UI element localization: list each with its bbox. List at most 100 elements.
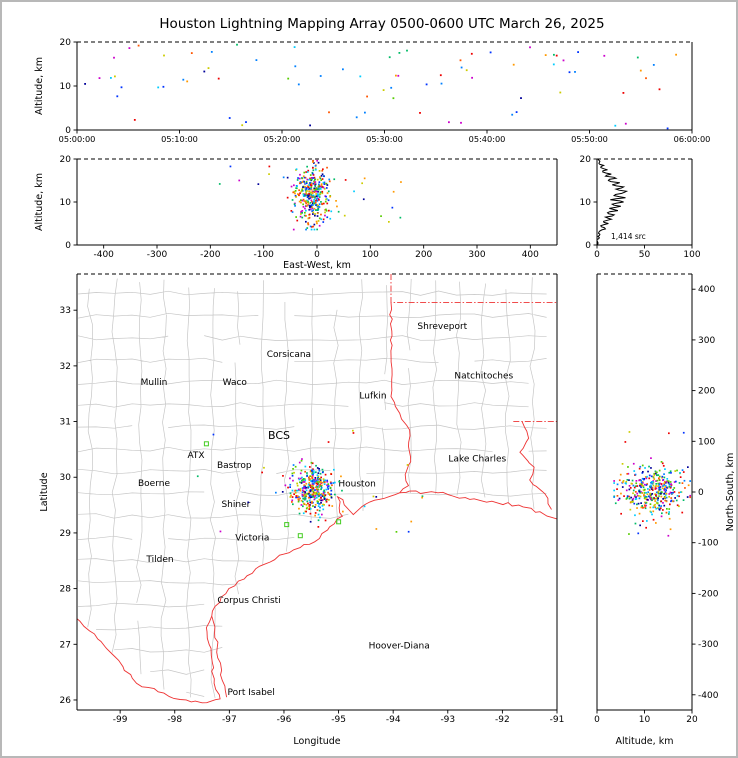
map-label-port-isabel: Port Isabel	[228, 688, 275, 698]
state-borders	[77, 274, 557, 704]
svg-text:05:40:00: 05:40:00	[469, 134, 506, 144]
ew-panel-ylabel: Altitude, km	[34, 173, 45, 231]
map-label-shiner: Shiner	[221, 500, 250, 510]
svg-text:05:30:00: 05:30:00	[366, 134, 403, 144]
svg-text:30: 30	[60, 473, 72, 483]
svg-text:0: 0	[314, 250, 320, 260]
svg-text:05:50:00: 05:50:00	[571, 134, 608, 144]
map-label-bastrop: Bastrop	[217, 461, 252, 471]
svg-text:-95: -95	[331, 715, 346, 725]
svg-text:100: 100	[362, 250, 379, 260]
map-label-corpus-christi: Corpus Christi	[217, 596, 280, 606]
svg-text:200: 200	[415, 250, 432, 260]
svg-text:-92: -92	[495, 715, 510, 725]
svg-text:05:00:00: 05:00:00	[59, 134, 96, 144]
map-ylabel: Latitude	[39, 472, 50, 511]
svg-text:-91: -91	[550, 715, 565, 725]
map-label-corsicana: Corsicana	[267, 350, 311, 360]
svg-text:27: 27	[60, 640, 71, 650]
map-city-labels: Shreveport Corsicana Waco Mullin Lufkin Natch…	[138, 322, 514, 698]
svg-text:33: 33	[60, 306, 71, 316]
ns-panel-ylabel: North-South, km	[725, 453, 736, 531]
svg-text:-94: -94	[386, 715, 401, 725]
svg-text:0: 0	[65, 126, 71, 136]
svg-text:05:10:00: 05:10:00	[161, 134, 198, 144]
svg-text:31: 31	[60, 418, 71, 428]
map-xlabel: Longitude	[293, 736, 340, 747]
map-label-lake-charles: Lake Charles	[448, 455, 506, 465]
svg-text:-200: -200	[698, 589, 719, 599]
svg-text:20: 20	[686, 715, 698, 725]
svg-text:05:20:00: 05:20:00	[264, 134, 301, 144]
source-count-label: 1,414 src	[611, 232, 646, 241]
svg-text:-100: -100	[698, 539, 719, 549]
border-barrier-island	[211, 616, 228, 698]
svg-text:06:00:00: 06:00:00	[674, 134, 711, 144]
map-label-victoria: Victoria	[235, 534, 269, 544]
svg-text:50: 50	[639, 250, 651, 260]
ew-panel-xlabel: East-West, km	[283, 260, 351, 271]
svg-text:200: 200	[698, 387, 715, 397]
svg-text:100: 100	[698, 437, 715, 447]
map-label-boerne: Boerne	[138, 479, 170, 489]
map-label-lufkin: Lufkin	[359, 392, 386, 402]
county-boundaries	[78, 277, 547, 698]
lma-stations	[203, 441, 342, 539]
svg-text:10: 10	[580, 198, 592, 208]
svg-text:32: 32	[60, 362, 71, 372]
svg-text:300: 300	[468, 250, 485, 260]
border-texas-louisiana-sabine	[389, 302, 412, 494]
svg-text:10: 10	[60, 82, 72, 92]
svg-text:20: 20	[580, 155, 592, 165]
svg-text:20: 20	[60, 155, 72, 165]
map-label-houston: Houston	[338, 480, 375, 490]
svg-text:-300: -300	[147, 250, 168, 260]
map-label-waco: Waco	[223, 378, 248, 388]
map-label-natchitoches: Natchitoches	[454, 372, 513, 382]
svg-text:100: 100	[683, 250, 700, 260]
svg-text:10: 10	[60, 198, 72, 208]
altitude-histogram-panel: 1,414 src	[596, 158, 646, 246]
station-marker	[284, 522, 290, 528]
map-content: Shreveport Corsicana Waco Mullin Lufkin Natch…	[77, 274, 557, 704]
border-gulf-coast-rio-grande	[77, 490, 557, 704]
figure-title: Houston Lightning Mapping Array 0500-060…	[159, 16, 604, 32]
svg-text:-99: -99	[113, 715, 128, 725]
station-marker	[336, 519, 342, 525]
svg-text:-93: -93	[440, 715, 455, 725]
svg-text:-98: -98	[167, 715, 182, 725]
ew-points	[218, 159, 402, 231]
svg-text:-100: -100	[253, 250, 274, 260]
svg-text:0: 0	[594, 250, 600, 260]
svg-text:0: 0	[594, 715, 600, 725]
map-label-hoover-diana: Hoover-Diana	[369, 642, 430, 652]
svg-text:-400: -400	[93, 250, 114, 260]
map-label-bcs: BCS	[268, 429, 290, 442]
svg-text:26: 26	[60, 696, 72, 706]
svg-text:29: 29	[60, 529, 72, 539]
time-panel-ylabel: Altitude, km	[34, 57, 45, 115]
map-points	[196, 429, 424, 533]
map-label-shreveport: Shreveport	[417, 322, 467, 332]
ns-panel-xlabel: Altitude, km	[616, 736, 674, 747]
svg-text:300: 300	[698, 336, 715, 346]
histogram-line	[596, 158, 629, 246]
station-marker	[297, 533, 303, 539]
ns-points	[613, 431, 691, 537]
svg-text:-97: -97	[222, 715, 237, 725]
map-label-atx: ATX	[187, 451, 204, 461]
svg-text:28: 28	[60, 585, 72, 595]
axis-titles: Altitude, km Altitude, km Latitude North-So…	[34, 57, 736, 747]
svg-text:-400: -400	[698, 691, 719, 701]
svg-text:0: 0	[65, 241, 71, 251]
svg-text:400: 400	[698, 285, 715, 295]
station-marker	[203, 441, 209, 447]
map-label-tilden: Tilden	[145, 555, 173, 565]
map-label-mullin: Mullin	[141, 378, 168, 388]
time-points	[84, 43, 677, 130]
svg-text:20: 20	[60, 38, 72, 48]
svg-text:-300: -300	[698, 640, 719, 650]
border-mississippi-river	[519, 421, 552, 510]
